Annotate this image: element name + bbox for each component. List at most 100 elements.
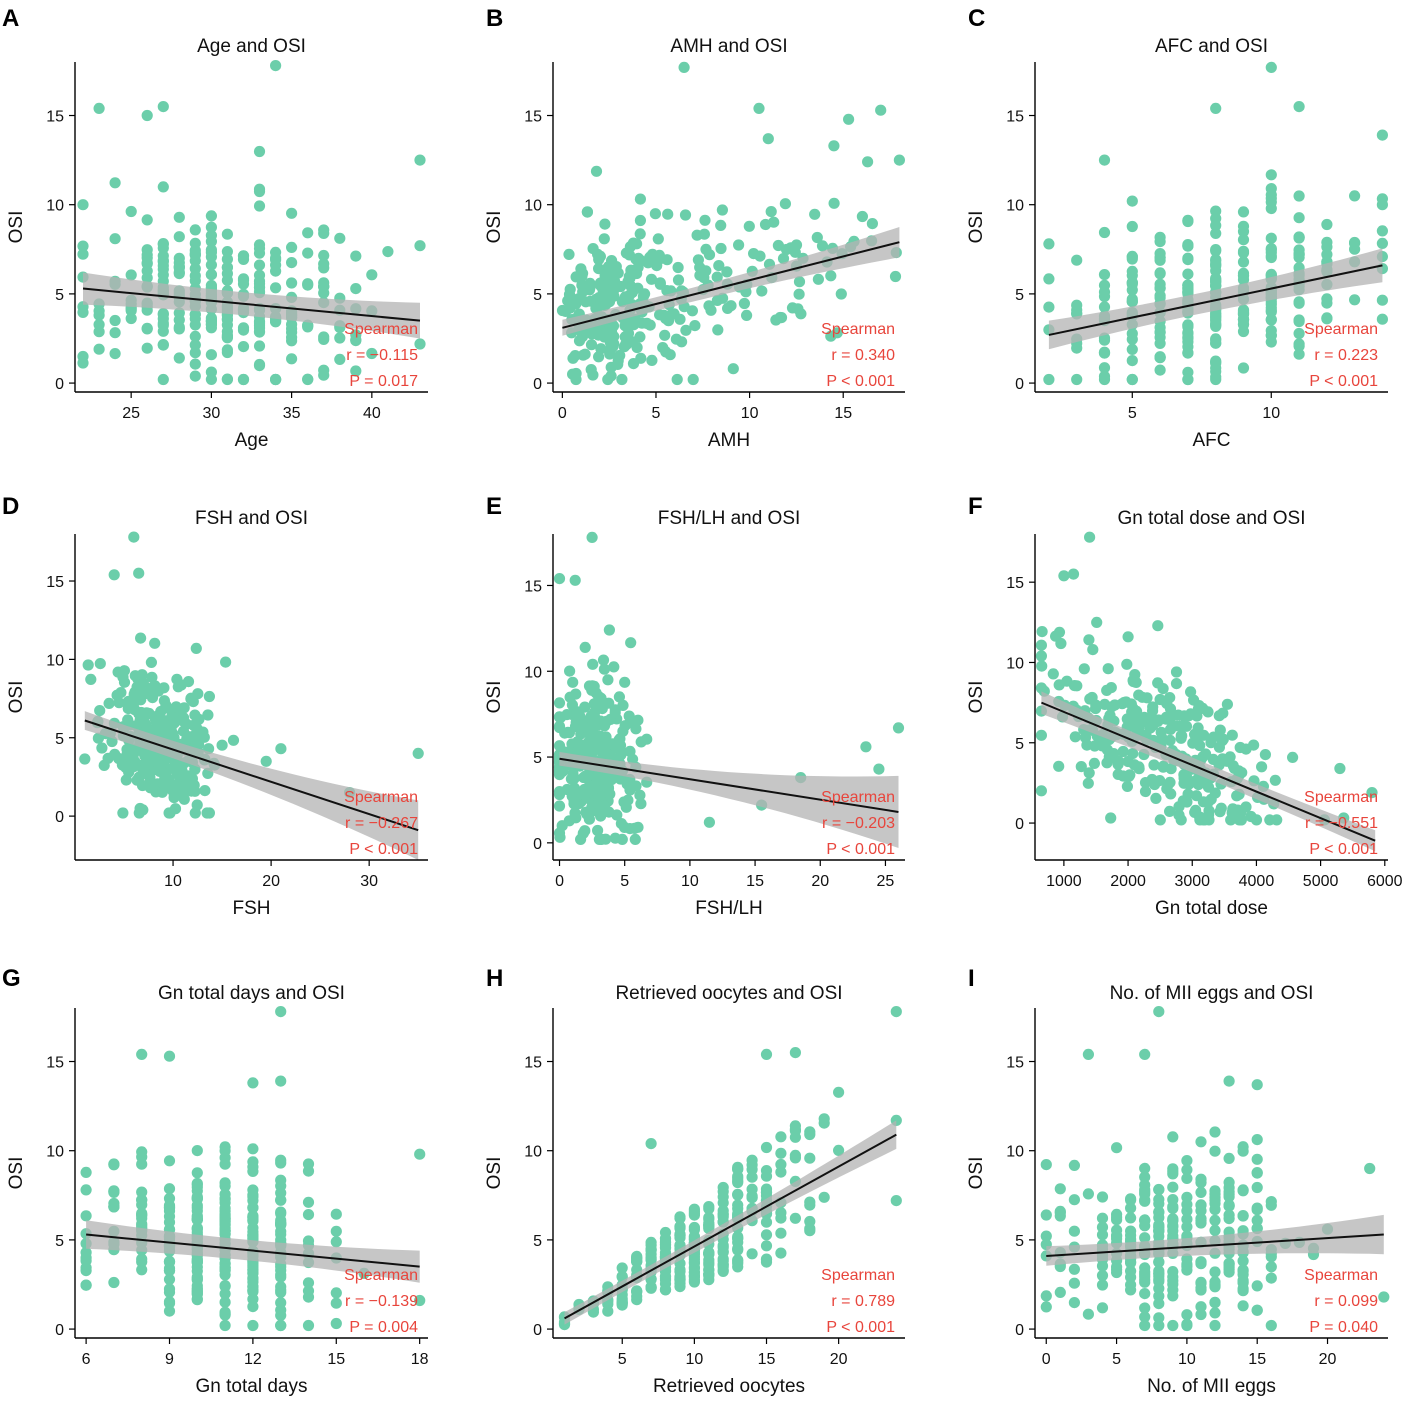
y-tick-label: 15	[1006, 575, 1024, 592]
data-point	[142, 757, 154, 769]
data-point	[302, 279, 314, 291]
data-point	[623, 289, 636, 301]
data-point	[1126, 253, 1138, 265]
data-point	[1154, 364, 1166, 376]
data-point	[1139, 1194, 1151, 1206]
x-tick-label: 25	[122, 405, 140, 422]
y-tick-label: 0	[55, 1322, 64, 1339]
data-point	[1214, 806, 1226, 818]
data-point	[721, 266, 733, 278]
data-point	[205, 259, 217, 271]
regression-line	[1046, 1233, 1384, 1257]
data-point	[1192, 779, 1205, 791]
data-point	[1265, 1196, 1277, 1208]
data-point	[189, 370, 201, 382]
x-tick-label: 10	[1262, 405, 1280, 422]
panel-e: E FSH/LH and OSI 0 5 10 15 0 5 10 15 20 25 FSH/LH OSI…	[484, 493, 905, 919]
data-point	[1154, 282, 1166, 294]
data-point	[1271, 814, 1283, 826]
data-point	[170, 701, 182, 713]
data-point	[253, 259, 266, 271]
data-point	[624, 279, 636, 291]
data-point	[1181, 1164, 1193, 1176]
data-point	[1195, 1173, 1207, 1185]
data-point	[614, 733, 626, 745]
data-point	[121, 748, 133, 760]
data-point	[1058, 570, 1070, 582]
data-point	[1125, 1212, 1137, 1224]
data-point	[1293, 212, 1305, 224]
data-point	[1321, 218, 1333, 231]
data-point	[635, 798, 647, 810]
data-point	[1223, 1209, 1235, 1221]
data-point	[202, 709, 214, 721]
data-point	[1096, 1191, 1109, 1203]
data-point	[793, 276, 806, 288]
data-point	[1210, 373, 1222, 386]
data-point	[1154, 814, 1166, 826]
data-point	[603, 624, 616, 636]
data-point	[1096, 1302, 1109, 1314]
data-point	[575, 833, 587, 846]
data-point	[646, 248, 659, 260]
data-point	[732, 1243, 744, 1255]
panel-letter: H	[486, 965, 503, 992]
x-tick-label: 5	[620, 873, 629, 890]
data-point	[1251, 1280, 1263, 1292]
data-point	[625, 264, 637, 276]
data-point	[616, 1270, 628, 1282]
data-point	[635, 352, 647, 364]
data-point	[1071, 680, 1083, 692]
data-point	[247, 1226, 259, 1238]
x-tick-label: 5	[652, 405, 661, 422]
data-point	[1237, 1277, 1249, 1289]
data-point	[738, 297, 751, 310]
data-point	[631, 1294, 643, 1306]
data-point	[1376, 225, 1388, 237]
data-point	[1265, 1272, 1277, 1284]
y-axis-label: OSI	[966, 211, 987, 244]
y-tick-label: 5	[1015, 736, 1024, 753]
data-point	[1053, 760, 1065, 772]
data-point	[1265, 243, 1277, 255]
data-point	[275, 1217, 287, 1229]
data-point	[609, 832, 621, 844]
data-point	[158, 695, 170, 707]
chart-title: Gn total dose and OSI	[1117, 508, 1305, 529]
data-point	[190, 721, 202, 734]
data-point	[135, 632, 147, 644]
data-point	[247, 1077, 259, 1089]
data-point	[716, 204, 729, 216]
data-point	[1126, 293, 1138, 305]
data-point	[1111, 1264, 1123, 1276]
x-tick-label: 20	[830, 1351, 848, 1368]
data-point	[77, 199, 89, 211]
data-point	[1098, 301, 1111, 313]
data-point	[622, 794, 634, 806]
data-point	[1075, 761, 1087, 773]
data-point	[1068, 1297, 1080, 1309]
data-point	[1139, 1311, 1151, 1323]
data-point	[1223, 1191, 1235, 1203]
data-point	[1040, 1290, 1052, 1302]
data-point	[687, 373, 699, 386]
data-point	[136, 1199, 148, 1211]
data-point	[553, 573, 566, 585]
data-point	[1139, 1319, 1151, 1332]
data-point	[1378, 1291, 1390, 1303]
data-point	[1040, 1230, 1052, 1242]
data-point	[1223, 1200, 1235, 1212]
data-point	[1078, 663, 1090, 675]
data-point	[1210, 366, 1222, 378]
data-point	[253, 247, 266, 259]
stat-p: P < 0.001	[826, 841, 895, 858]
x-tick-label: 5	[1112, 1351, 1121, 1368]
data-point	[330, 1208, 342, 1220]
data-point	[1068, 1159, 1080, 1171]
data-point	[270, 373, 282, 386]
data-point	[1293, 348, 1305, 360]
data-point	[350, 250, 362, 262]
stat-method: Spearman	[1304, 321, 1378, 338]
stat-p: P < 0.001	[349, 841, 418, 858]
data-point	[1090, 702, 1102, 715]
